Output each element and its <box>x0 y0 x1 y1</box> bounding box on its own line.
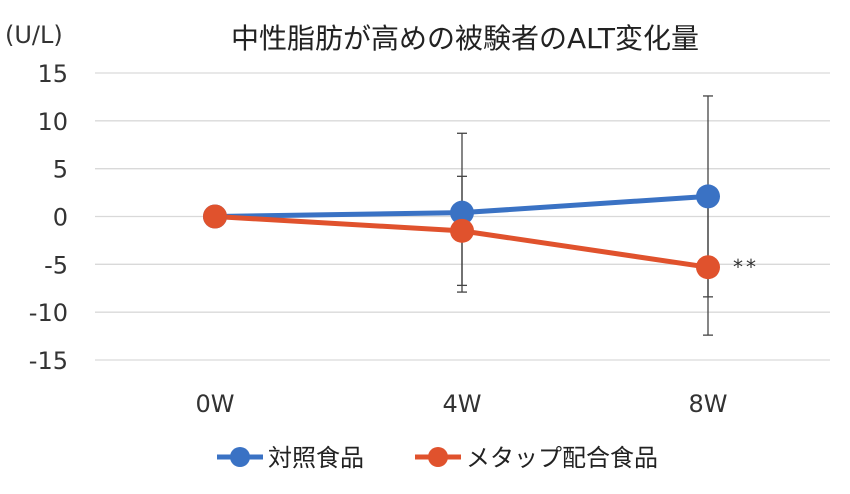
y-tick-label: 0 <box>53 204 68 232</box>
legend-label: 対照食品 <box>268 444 364 472</box>
y-tick-label: 5 <box>53 156 68 184</box>
annotations: ** <box>733 255 759 279</box>
error-bars <box>457 95 713 336</box>
data-point <box>450 218 474 243</box>
legend-label: メタップ配合食品 <box>466 444 658 472</box>
legend-item: メタップ配合食品 <box>415 444 658 472</box>
y-tick-label: 10 <box>37 108 68 136</box>
legend: 対照食品 メタップ配合食品 <box>217 444 658 472</box>
significance-annotation: ** <box>733 255 759 279</box>
data-point <box>696 184 720 209</box>
x-tick-label: 4W <box>443 390 482 418</box>
y-unit-label: (U/L) <box>5 21 63 49</box>
x-tick-label: 0W <box>196 390 235 418</box>
x-axis-ticks: 0W 4W 8W <box>196 390 728 418</box>
chart-title: 中性脂肪が高めの被験者のALT変化量 <box>231 22 699 55</box>
y-tick-label: 15 <box>37 60 68 88</box>
x-tick-label: 8W <box>689 390 728 418</box>
data-points <box>203 184 720 280</box>
y-tick-label: -5 <box>44 251 68 279</box>
y-tick-label: -15 <box>29 347 68 375</box>
y-tick-label: -10 <box>29 299 68 327</box>
legend-marker <box>230 447 250 467</box>
data-point <box>696 255 720 280</box>
data-point <box>203 204 227 229</box>
legend-item: 対照食品 <box>217 444 364 472</box>
y-axis-ticks: 15 10 5 0 -5 -10 -15 <box>29 60 68 375</box>
data-point <box>450 200 474 225</box>
legend-marker <box>428 447 448 467</box>
